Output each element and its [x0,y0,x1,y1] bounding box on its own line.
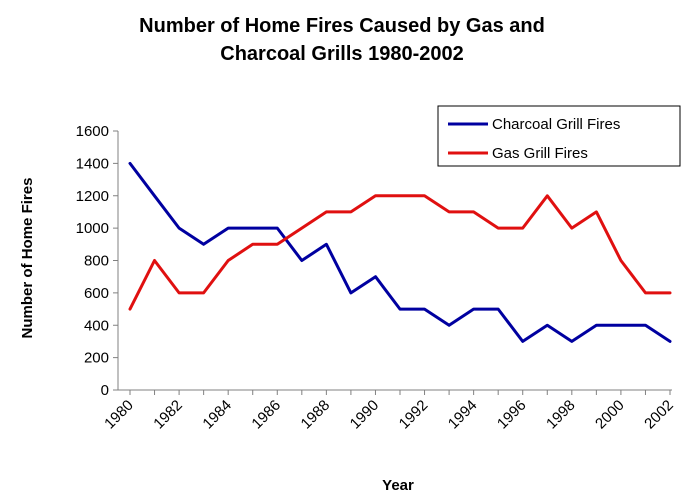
chart-title-line-1: Number of Home Fires Caused by Gas and [139,15,545,37]
legend: Charcoal Grill Fires Gas Grill Fires [437,105,681,167]
x-axis-title: Year [382,477,414,494]
y-axis-title: Number of Home Fires [19,178,36,339]
x-tick-label: 1984 [199,397,235,433]
y-tick-label: 1400 [76,155,109,172]
x-tick-label: 1996 [494,397,530,433]
x-tick-label: 1990 [347,397,383,433]
x-tick-label: 2002 [641,397,677,433]
series-line-gas [128,194,672,311]
x-tick-label: 1986 [248,397,284,433]
chart-title: Number of Home Fires Caused by Gas and C… [0,12,684,68]
x-tick-label: 1980 [101,397,137,433]
y-tick-label: 600 [84,285,109,302]
y-tick-label: 0 [101,382,109,399]
y-tick-label: 200 [84,350,109,367]
x-tick-label: 1982 [150,397,186,433]
axes [117,131,672,391]
chart-title-line-2: Charcoal Grills 1980-2002 [220,43,464,65]
x-axis-ticks: 1980 1982 1984 1986 1988 1990 1992 1994 1996 1998… [101,390,677,432]
legend-label: Charcoal Grill Fires [492,116,620,133]
legend-label: Gas Grill Fires [492,145,588,162]
y-tick-label: 1600 [76,123,109,140]
x-tick-label: 1988 [298,397,334,433]
series-lines [128,161,672,343]
y-tick-label: 1200 [76,188,109,205]
x-tick-label: 2000 [592,397,628,433]
legend-box [437,105,681,167]
y-axis-ticks: 0 200 400 600 800 1000 1200 1400 1600 [76,123,118,399]
series-line-charcoal [128,161,672,343]
x-tick-label: 1998 [543,397,579,433]
y-tick-label: 400 [84,317,109,334]
y-tick-label: 1000 [76,220,109,237]
x-tick-label: 1992 [396,397,432,433]
x-tick-label: 1994 [445,397,481,433]
y-tick-label: 800 [84,253,109,270]
